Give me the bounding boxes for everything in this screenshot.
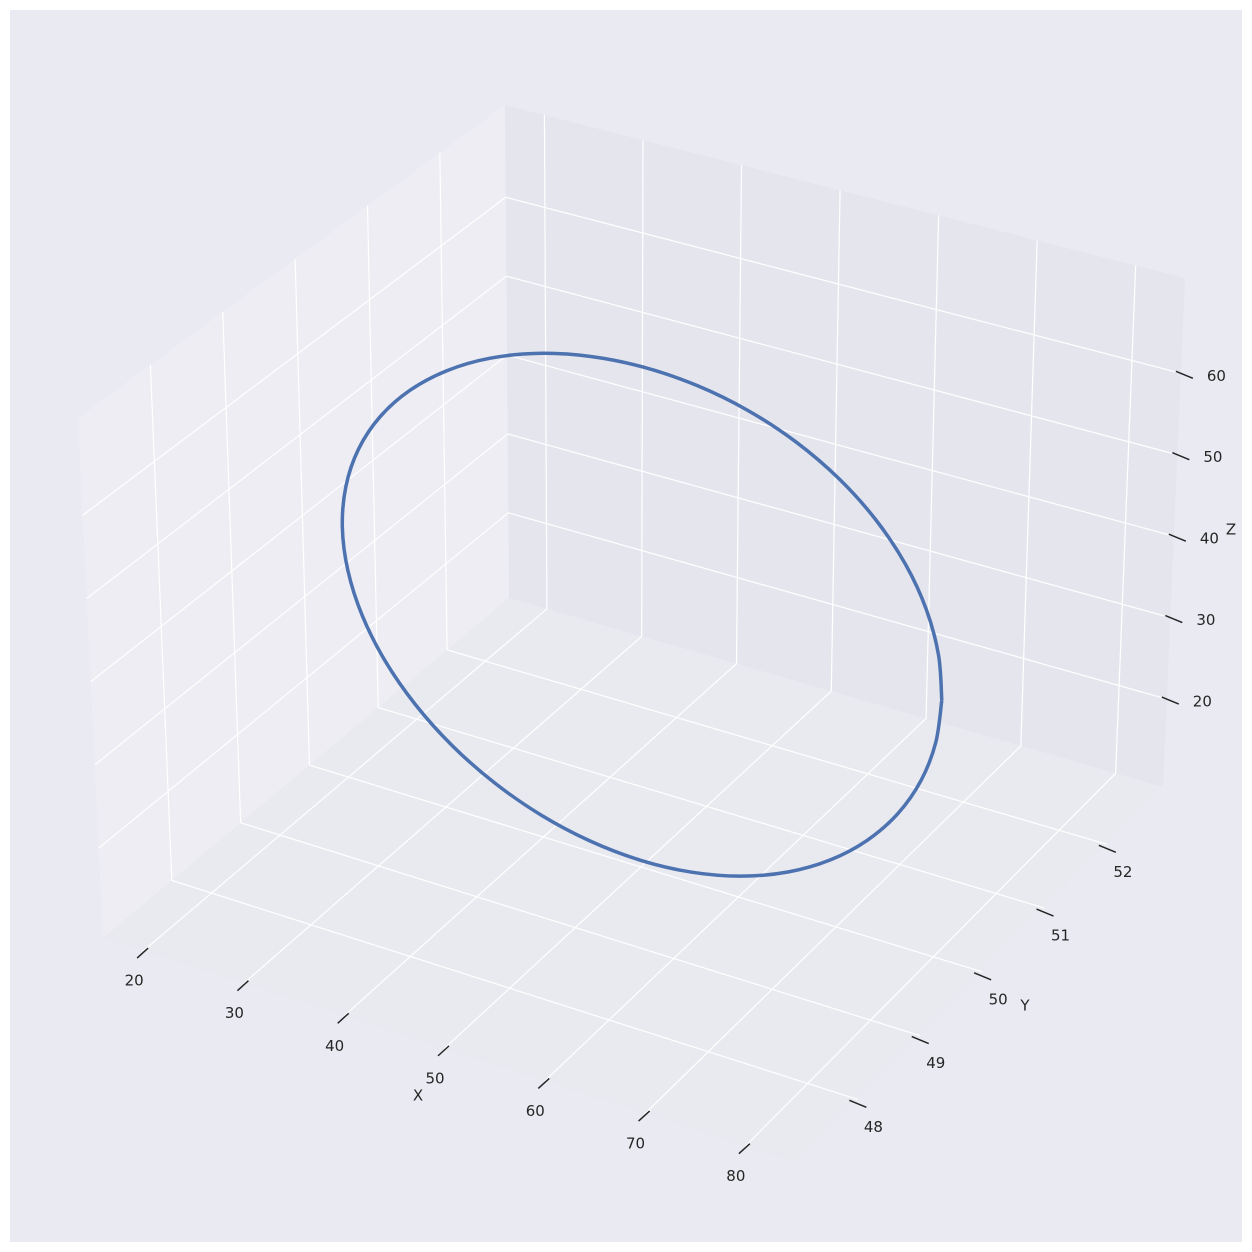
tick-label: 60 xyxy=(526,1102,545,1120)
tick-mark xyxy=(1175,370,1194,379)
tick-label: 40 xyxy=(325,1037,344,1055)
grid-line xyxy=(735,165,743,664)
grid-line xyxy=(507,433,1171,619)
tick-mark xyxy=(1098,844,1117,854)
grid-line xyxy=(641,140,644,637)
tick-mark xyxy=(911,1035,930,1045)
grid-line xyxy=(830,190,841,692)
tick-label: 50 xyxy=(989,990,1008,1008)
marks xyxy=(340,351,944,878)
tick-label: 50 xyxy=(1203,448,1222,466)
grid-line xyxy=(506,275,1178,456)
grid-line xyxy=(744,772,1117,1148)
tick-mark xyxy=(236,980,249,992)
tick-label: 30 xyxy=(225,1004,244,1022)
tick-mark xyxy=(738,1143,751,1155)
tick-label: 20 xyxy=(125,972,144,990)
grid-line xyxy=(243,635,643,985)
tick-mark xyxy=(537,1077,550,1090)
grid-line xyxy=(309,764,983,973)
tick-mark xyxy=(337,1012,350,1024)
tick-mark xyxy=(136,947,149,959)
back-pane xyxy=(505,105,1185,787)
grid-line xyxy=(142,608,548,952)
ticks: 20 30 40 50 60 70 80 48 49 50 51 52 20 30 40 50 60 xyxy=(125,367,1226,1185)
tick-mark xyxy=(1172,452,1190,461)
tick-label: 70 xyxy=(626,1135,645,1153)
grid-line xyxy=(446,649,1108,845)
z-axis-label: Z xyxy=(1226,521,1236,539)
tick-mark xyxy=(973,972,992,981)
grid-line xyxy=(644,745,1022,1115)
floor-pane xyxy=(103,598,1163,1163)
grid-line xyxy=(90,354,508,683)
data-line xyxy=(340,351,944,878)
grid-line xyxy=(1115,265,1137,774)
grid-line xyxy=(378,706,1045,909)
tick-mark xyxy=(437,1045,450,1057)
grid-line xyxy=(543,115,548,609)
grid-line xyxy=(149,364,173,881)
grid-line xyxy=(508,512,1167,700)
grid-line xyxy=(82,196,507,516)
grid-line xyxy=(366,205,379,708)
tick-label: 30 xyxy=(1196,611,1215,629)
panes xyxy=(78,105,1185,1163)
tick-mark xyxy=(1161,696,1180,705)
x-axis-label: X xyxy=(413,1087,423,1105)
grid-line xyxy=(439,152,448,650)
tick-label: 48 xyxy=(864,1118,883,1136)
tick-label: 51 xyxy=(1051,927,1070,945)
grid-line xyxy=(294,258,311,766)
tick-label: 52 xyxy=(1113,863,1132,881)
grid-line xyxy=(86,275,507,600)
grid-line xyxy=(222,311,242,823)
tick-mark xyxy=(849,1099,867,1108)
grid-line xyxy=(505,196,1182,374)
grid-line xyxy=(506,354,1174,537)
tick-mark xyxy=(638,1110,651,1122)
tick-label: 49 xyxy=(926,1054,945,1072)
left-pane xyxy=(78,105,509,938)
grid-line xyxy=(240,822,920,1037)
tick-label: 20 xyxy=(1193,693,1212,711)
grid xyxy=(82,115,1182,1148)
tick-mark xyxy=(1036,908,1054,917)
grid-line xyxy=(443,690,832,1050)
tick-label: 50 xyxy=(425,1069,444,1087)
grid-line xyxy=(98,512,509,849)
tick-label: 80 xyxy=(726,1167,745,1185)
tick-label: 60 xyxy=(1207,367,1226,385)
tick-mark xyxy=(1165,614,1183,624)
tick-label: 40 xyxy=(1200,530,1219,548)
grid-line xyxy=(94,433,509,766)
y-axis-label: Y xyxy=(1019,997,1030,1015)
grid-line xyxy=(543,718,927,1082)
tick-mark xyxy=(1168,533,1187,542)
grid-line xyxy=(1020,240,1038,746)
grid-line xyxy=(171,879,858,1100)
grid-line xyxy=(925,215,940,719)
grid-line xyxy=(343,663,737,1017)
